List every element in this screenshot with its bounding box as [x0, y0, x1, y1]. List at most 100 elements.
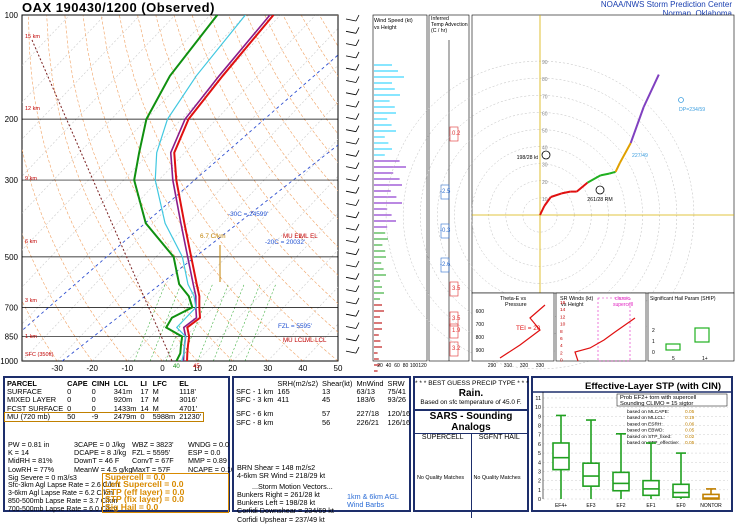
stp-based-label: based on STP_fixed: [627, 434, 672, 440]
parcel-header-row: PARCEL CAPE CINH LCL LI LFC EL [5, 379, 203, 388]
stp-prob1: Prob EF2+ torn with supercell [620, 395, 696, 401]
hodo-segment [561, 190, 571, 195]
wind-barb-flag [355, 223, 360, 231]
parcel-panel: PARCEL CAPE CINH LCL LI LFC EL SURFACE 0 0 341m 17… [3, 376, 235, 513]
sr-supercell: supercell [613, 302, 633, 308]
stp-ytick: 5 [538, 451, 541, 457]
supercell-row: Sig Hail = 0.0 [105, 501, 159, 512]
ws-tick: 100 [410, 363, 419, 369]
index-cell: NCAPE = 0.10 [188, 464, 235, 474]
supercell-row: STP (eff layer) = 0.0 [105, 486, 185, 497]
ta-val: 3.5 [452, 286, 461, 292]
thetae-p-label: 900 [476, 348, 485, 354]
wind-barb [345, 67, 357, 71]
hodo-segment [608, 170, 616, 175]
stp-ytick: 6 [538, 442, 541, 448]
hodo-segment [629, 106, 645, 144]
shear-cell: SFC - 6 km [236, 409, 274, 419]
storm-row: Bunkers Right = 261/28 kt [237, 490, 320, 499]
sars-supercell-head: SUPERCELL [421, 434, 464, 442]
pressure-label: 200 [5, 115, 19, 124]
wind-barb [345, 264, 357, 268]
wind-barb-flag [355, 248, 360, 255]
stp-box [642, 479, 660, 497]
minus20-label: -20C = 20032' [265, 239, 305, 246]
wind-barb-flag [355, 162, 360, 169]
parcel-cell: 0 [67, 387, 72, 397]
stp-category: NONTOR [700, 503, 722, 509]
hodo-segment [587, 174, 601, 184]
stp-box [552, 442, 570, 471]
parcel-cell: FCST SURFACE [7, 403, 64, 413]
bunkers-left-label: 198/28 kt [517, 155, 539, 161]
stp-based-value: 0.05 [685, 440, 695, 446]
pressure-label: 1000 [0, 357, 18, 366]
index-cell: PW = 0.81 in [8, 440, 50, 449]
sr-box [597, 297, 631, 362]
mixing-ratio-line [197, 284, 229, 361]
wind-barb-flag [355, 150, 360, 157]
ws-title: Wind Speed (kt) [374, 18, 413, 24]
wind-barb-flag [355, 297, 360, 305]
height-label: 1 km [25, 334, 37, 340]
mu-el-label: MU EL [283, 233, 302, 240]
ship-box-1 [665, 343, 681, 351]
dry-adiabat [246, 15, 338, 163]
parcel-cell: 2479m [113, 411, 137, 421]
shear-cell [275, 405, 320, 419]
minus30-label: -30C = 24599' [228, 211, 268, 218]
ws-tick: 80 [403, 363, 409, 369]
dp-marker [678, 97, 684, 103]
parcel-cell: 0 [67, 395, 72, 405]
thetae-line [499, 304, 546, 359]
brn-shear: BRN Shear = 148 m2/s2 [237, 463, 316, 472]
shear-cell: 226/21 [356, 417, 380, 427]
srwinds-frame [555, 292, 647, 362]
stp-ytick: 8 [538, 424, 541, 430]
shear-row: SFC - 8 km 56 226/21 126/16 [234, 417, 412, 427]
sfc-td-label: 40 [173, 364, 180, 370]
wind-barb-flag [355, 199, 360, 206]
ta-bar [440, 257, 450, 273]
supercell-row: Supercell = 0.0 [105, 472, 166, 482]
shear-col-head: Shear(kt) [322, 379, 353, 388]
shear-cell: SFC - 3 km [236, 395, 274, 405]
parcel-cell: 50 [67, 411, 76, 421]
wind-barb-flag [355, 64, 360, 71]
wind-barb [345, 104, 357, 108]
shear-col-head: MnWind [356, 379, 384, 388]
ml-el-label: ML EL [300, 233, 318, 240]
lapse-label: 6.7 C/km [200, 233, 226, 240]
parcel-cell: 21230' [179, 411, 202, 421]
wind-barb [345, 129, 357, 133]
dry-adiabat [228, 15, 338, 192]
hodo-segment [619, 142, 632, 164]
shear-cell: SFC - 1 km [236, 387, 274, 397]
temp-tick-label: 30 [263, 364, 272, 372]
lapse-row: Sfc-3km Agl Lapse Rate = 2.6 C/km [8, 482, 120, 489]
parcel-cell: 0 [67, 403, 72, 413]
index-cell: K = 14 [8, 448, 29, 458]
sr-km-label: 10 [560, 322, 566, 328]
dewpoint-line [133, 15, 219, 361]
stp-based-value: 0.02 [685, 434, 695, 440]
hodo-ring-label: 50 [542, 129, 548, 135]
dp-label: DP=234/59 [679, 107, 705, 113]
wind-barb-flag [355, 260, 360, 268]
ta-val: -2.6 [440, 262, 451, 268]
indices-row: LowRH = 77% MeanW = 4.5 g/kg MaxT = 57F NCA… [8, 464, 235, 474]
wind-barb [345, 215, 357, 219]
ws-tick: 60 [394, 363, 400, 369]
thetae-p-label: 700 [476, 322, 485, 328]
shear-panel: SRH(m2/s2) Shear(kt) MnWind SRW SFC - 1 km 16… [232, 376, 412, 523]
pressure-label: 850 [5, 333, 19, 342]
parcel-cell: M [152, 395, 159, 405]
stp-ytick: 10 [535, 405, 541, 411]
shear-cell: 56 [322, 417, 331, 427]
sr-km-label: 12 [560, 314, 566, 320]
ship-title: Significant Hail Param (SHIP) [650, 296, 716, 302]
hodo-segment [543, 196, 552, 207]
shear-cell: 165 [277, 387, 290, 397]
wind-barb [345, 313, 357, 317]
index-cell: WNDG = 0.0 [188, 440, 229, 449]
